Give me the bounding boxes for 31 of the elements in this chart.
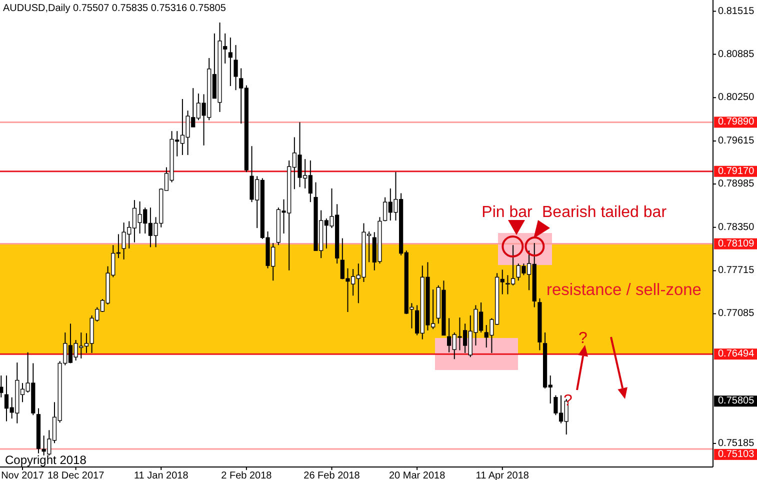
ref-line-label: 0.79890: [718, 116, 755, 128]
band-label: resistance / sell-zone: [546, 280, 702, 299]
x-tick-label: 26 Feb 2018: [304, 470, 360, 480]
ref-line-label: 0.75103: [718, 448, 755, 460]
candlestick: [234, 44, 238, 91]
y-tick-label: 0.78985: [718, 178, 755, 190]
y-tick-label: 0.75185: [718, 438, 755, 449]
annotation: Copyright 2018: [5, 453, 87, 467]
annotation: ?: [578, 330, 588, 347]
y-tick-label: 0.80885: [718, 48, 755, 60]
x-tick-label: 20 Mar 2018: [388, 470, 446, 480]
x-tick-label: Nov 2017: [1, 470, 44, 480]
chart-title: AUDUSD,Daily 0.75507 0.75835 0.75316 0.75805: [3, 3, 226, 14]
annotation: Pin bar: [482, 204, 534, 221]
y-tick-label: 0.79615: [718, 135, 755, 146]
y-tick-label: 0.81515: [718, 6, 755, 17]
text: 0.75805: [718, 396, 755, 407]
candlestick: [228, 37, 233, 87]
x-tick-label: 11 Jan 2018: [134, 470, 189, 480]
y-tick-label: 0.80250: [718, 92, 755, 104]
x-tick-label: 18 Dec 2017: [47, 470, 105, 480]
candlestick: [0, 375, 4, 398]
ref-line-label: 0.76494: [718, 348, 755, 360]
ref-line-label: 0.78109: [718, 238, 755, 250]
annotation: Bearish tailed bar: [542, 204, 668, 221]
y-tick-label: 0.78350: [718, 222, 755, 233]
annotation: ?: [564, 392, 573, 410]
x-tick-label: 2 Feb 2018: [221, 470, 272, 480]
ref-line-label: 0.79170: [718, 166, 755, 177]
y-tick-label: 0.77085: [718, 308, 755, 320]
y-tick-label: 0.77715: [718, 265, 755, 276]
